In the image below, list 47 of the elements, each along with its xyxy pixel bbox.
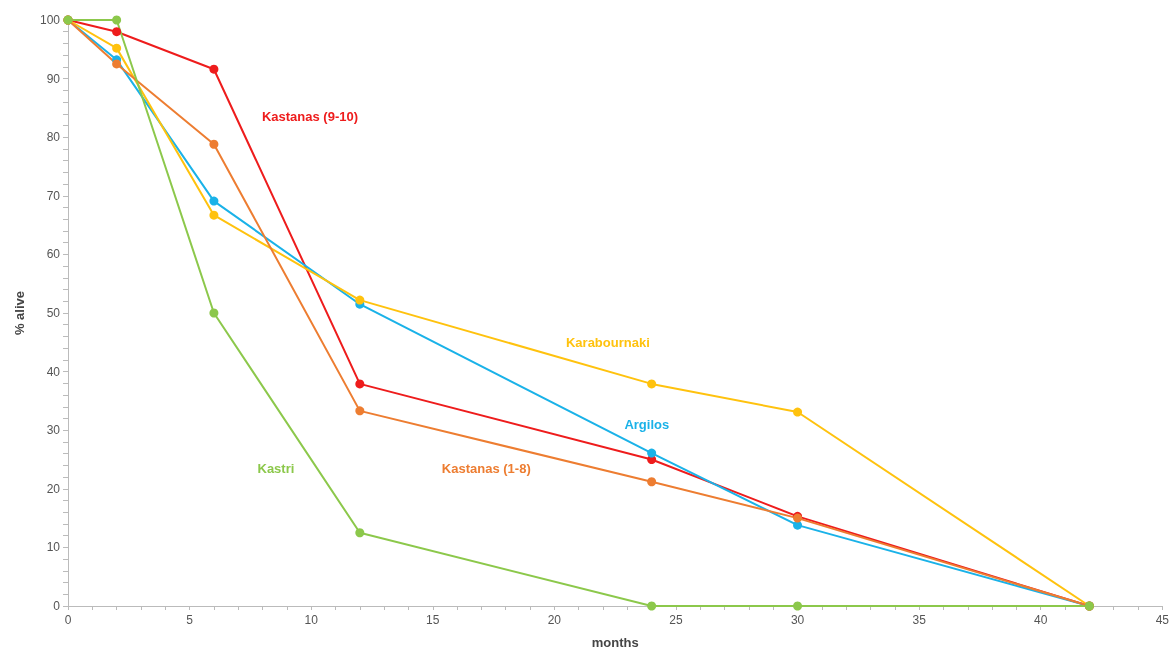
x-tick-label: 10 (304, 613, 319, 627)
series-label: Kastanas (9-10) (261, 108, 359, 124)
y-tick-label: 70 (46, 188, 61, 203)
x-tick-label: 0 (64, 613, 72, 627)
y-tick-label: 30 (46, 423, 61, 438)
series-label: Karabournaki (565, 334, 650, 350)
point (209, 196, 219, 206)
x-axis-title: months (591, 635, 639, 650)
x-tick-label: 25 (669, 613, 683, 627)
point (209, 139, 219, 149)
point (647, 601, 657, 611)
y-tick-label: 100 (39, 13, 61, 27)
x-tick-label: 40 (1034, 613, 1048, 627)
x-tick-label: 35 (912, 613, 927, 627)
point (209, 64, 219, 74)
series-label: Kastanas (1-8) (441, 460, 531, 476)
point (112, 15, 122, 25)
point (647, 448, 657, 458)
point (793, 601, 803, 611)
point (355, 379, 365, 389)
x-tick-label: 20 (547, 613, 562, 627)
point (112, 59, 122, 69)
y-tick-label: 90 (46, 71, 61, 86)
point (209, 210, 219, 220)
point (647, 379, 657, 389)
point (112, 43, 122, 53)
y-tick-label: 0 (53, 599, 61, 613)
x-tick-label: 45 (1155, 613, 1170, 627)
point (209, 308, 219, 318)
x-tick-label: 15 (426, 613, 440, 627)
x-tick-label: 5 (186, 613, 194, 627)
point (355, 528, 365, 538)
point (355, 295, 365, 305)
point (112, 27, 122, 37)
y-tick-label: 40 (46, 364, 61, 379)
y-tick-label: 50 (46, 306, 61, 320)
series-label: Argilos (624, 417, 670, 433)
point (793, 407, 803, 417)
y-tick-label: 20 (46, 481, 61, 496)
point (355, 406, 365, 416)
x-tick-label: 30 (790, 613, 805, 627)
y-axis-title: % alive (12, 290, 27, 336)
series-label: Kastri (257, 460, 295, 476)
y-tick-label: 80 (46, 130, 61, 145)
point (647, 477, 657, 487)
y-tick-label: 10 (46, 540, 61, 555)
y-tick-label: 60 (46, 247, 61, 262)
